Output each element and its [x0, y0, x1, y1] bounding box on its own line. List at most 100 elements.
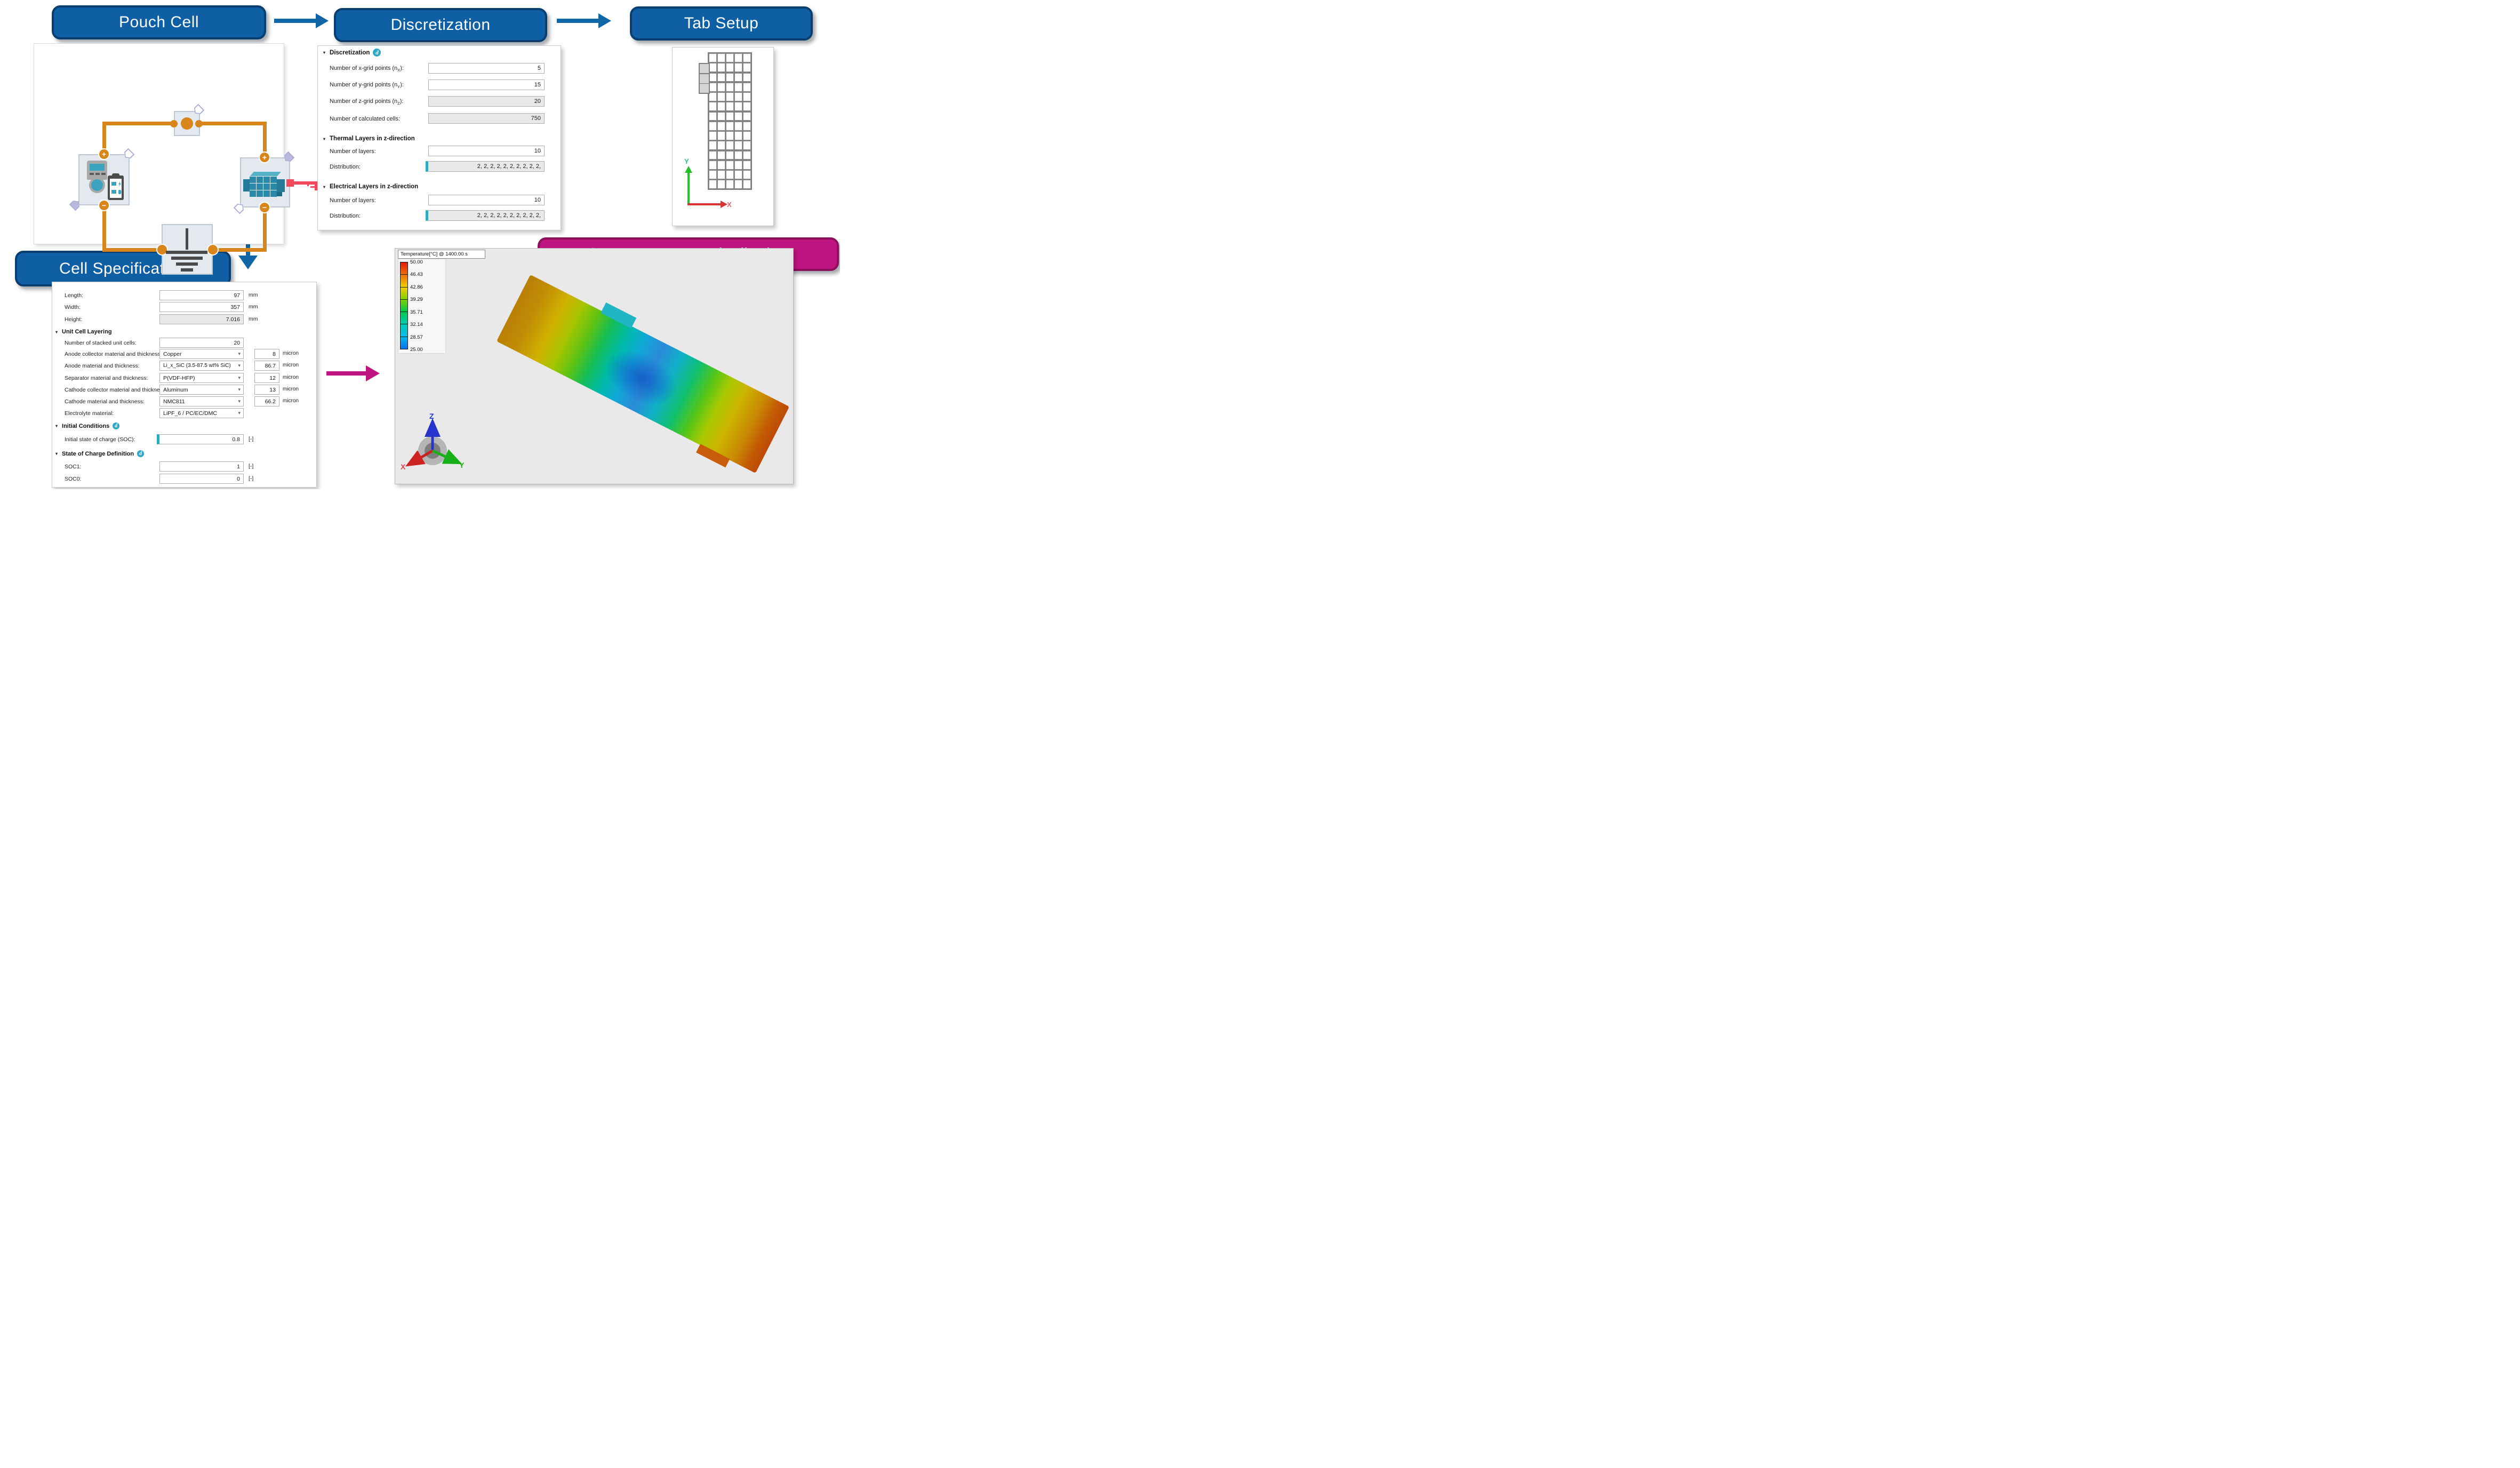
anode-collector-dropdown[interactable]: Copper ▾ — [159, 349, 244, 359]
port-right[interactable] — [207, 244, 219, 256]
section-discretization[interactable]: ▾ Discretization d — [323, 49, 381, 57]
nx-input[interactable]: 5 — [428, 63, 545, 74]
initial-soc-input[interactable]: 0.8 — [157, 434, 244, 444]
plus-terminal-icon[interactable]: + — [98, 148, 110, 160]
minus-terminal-icon[interactable]: − — [259, 202, 270, 213]
pouch-cell-circuit-panel: + − + − — [34, 43, 318, 275]
x-axis-line — [687, 203, 721, 205]
section-thermal-layers[interactable]: ▾ Thermal Layers in z-direction — [323, 135, 415, 142]
grid-cell — [709, 102, 717, 111]
x-axis-arrow-icon — [721, 201, 727, 208]
section-unit-cell-layering[interactable]: ▾ Unit Cell Layering — [55, 329, 112, 335]
collapse-icon[interactable]: ▾ — [323, 184, 326, 189]
cathode-collector-dropdown[interactable]: Aluminum ▾ — [159, 385, 244, 395]
electrolyte-material-dropdown[interactable]: LiPF_6 / PC/EC/DMC ▾ — [159, 408, 244, 418]
unit-label: micron — [283, 350, 299, 356]
grid-cell — [734, 73, 742, 82]
grid-cell — [734, 82, 742, 92]
signal-connector-icon — [286, 179, 294, 187]
info-icon[interactable]: d — [113, 422, 120, 429]
port-left[interactable] — [156, 244, 168, 256]
grid-cell — [717, 131, 725, 140]
grid-cell — [709, 141, 717, 150]
grid-cell — [717, 53, 725, 62]
grid-cell — [717, 73, 725, 82]
grid-cell — [743, 73, 751, 82]
port-left[interactable] — [170, 120, 178, 127]
height-field: 7.016 — [159, 314, 244, 324]
tab-setup-panel: Y X — [672, 47, 774, 226]
width-input[interactable]: 357 — [159, 302, 244, 312]
collapse-icon[interactable]: ▾ — [55, 451, 58, 456]
grid-cell — [734, 121, 742, 131]
anode-material-dropdown[interactable]: Li_x_SiC (3.5-87.5 wt% SiC) ▾ — [159, 361, 244, 371]
ny-input[interactable]: 15 — [428, 79, 545, 90]
legend-tick-label: 28.57 — [410, 334, 423, 340]
form-row: SOC1: — [65, 463, 82, 470]
electrical-layers-input[interactable]: 10 — [428, 195, 545, 205]
cathode-thickness-input[interactable]: 66.2 — [254, 396, 279, 406]
grid-cell — [743, 102, 751, 111]
unit-label: mm — [249, 304, 258, 310]
form-row: Anode material and thickness: — [65, 362, 140, 369]
grid-cell — [717, 141, 725, 150]
grid-cell — [726, 170, 734, 179]
grid-cell — [717, 63, 725, 72]
section-soc-definition[interactable]: ▾ State of Charge Definition d — [55, 450, 145, 457]
grid-cell — [734, 63, 742, 72]
battery-3d-left-icon — [243, 179, 250, 192]
lightning-icon — [118, 181, 121, 187]
grid-cell — [726, 180, 734, 189]
collapse-icon[interactable]: ▾ — [323, 136, 326, 141]
tab-cell — [700, 64, 709, 73]
port-right[interactable] — [195, 120, 203, 127]
plus-terminal-icon[interactable]: + — [259, 151, 270, 163]
grid-cell — [709, 170, 717, 179]
wire-top-left — [102, 122, 175, 125]
legend-tick-label: 46.43 — [410, 272, 423, 277]
soc1-input[interactable]: 1 — [159, 461, 244, 472]
grid-cell — [726, 63, 734, 72]
minus-terminal-icon[interactable]: − — [98, 200, 110, 211]
soc0-input[interactable]: 0 — [159, 474, 244, 484]
info-icon[interactable]: d — [373, 49, 381, 57]
legend-tick-label: 25.00 — [410, 347, 423, 353]
collapse-icon[interactable]: ▾ — [55, 424, 58, 428]
grid-cell — [743, 160, 751, 170]
thermal-layers-input[interactable]: 10 — [428, 146, 545, 156]
ground-bar — [176, 262, 198, 266]
cathode-material-dropdown[interactable]: NMC811 ▾ — [159, 396, 244, 406]
separator-thickness-input[interactable]: 12 — [254, 373, 279, 383]
stacked-cells-input[interactable]: 20 — [159, 338, 244, 348]
form-row: Initial state of charge (SOC): — [65, 436, 135, 443]
section-initial-conditions[interactable]: ▾ Initial Conditions d — [55, 422, 120, 429]
length-input[interactable]: 97 — [159, 290, 244, 300]
ground-bar — [171, 257, 203, 260]
battery-3d-right-icon — [277, 179, 285, 192]
cell-specification-panel: Length: 97 mm Width: 357 mm Height: 7.01… — [52, 282, 317, 488]
cathode-collector-thickness-input[interactable]: 13 — [254, 385, 279, 395]
section-electrical-layers[interactable]: ▾ Electrical Layers in z-direction — [323, 183, 418, 190]
grid-cell — [743, 63, 751, 72]
step-pouch-cell: Pouch Cell — [52, 5, 266, 39]
battery-symbol-icon — [111, 190, 116, 194]
form-row: Length: — [65, 292, 84, 299]
grid-cell — [726, 111, 734, 121]
info-icon[interactable]: d — [137, 450, 145, 457]
anode-collector-thickness-input[interactable]: 8 — [254, 349, 279, 359]
grid-cell — [709, 131, 717, 140]
y-axis-arrow-icon — [685, 166, 692, 173]
wire-top-right — [199, 122, 267, 125]
separator-material-dropdown[interactable]: P(VDF-HFP) ▾ — [159, 373, 244, 383]
grid-cell — [743, 141, 751, 150]
battery-3d-shadow-icon — [277, 192, 282, 196]
temperature-viewport[interactable]: Temperature[°C] @ 1400.00 s 50.00 46.43 42… — [395, 248, 794, 484]
chevron-down-icon: ▾ — [238, 375, 241, 380]
unit-label: mm — [249, 292, 258, 298]
collapse-icon[interactable]: ▾ — [55, 329, 58, 334]
grid-cell — [709, 150, 717, 160]
form-row: Number of layers: — [330, 148, 376, 155]
anode-thickness-input[interactable]: 86.7 — [254, 361, 279, 371]
multimeter-button-icon — [95, 173, 100, 175]
collapse-icon[interactable]: ▾ — [323, 50, 326, 55]
